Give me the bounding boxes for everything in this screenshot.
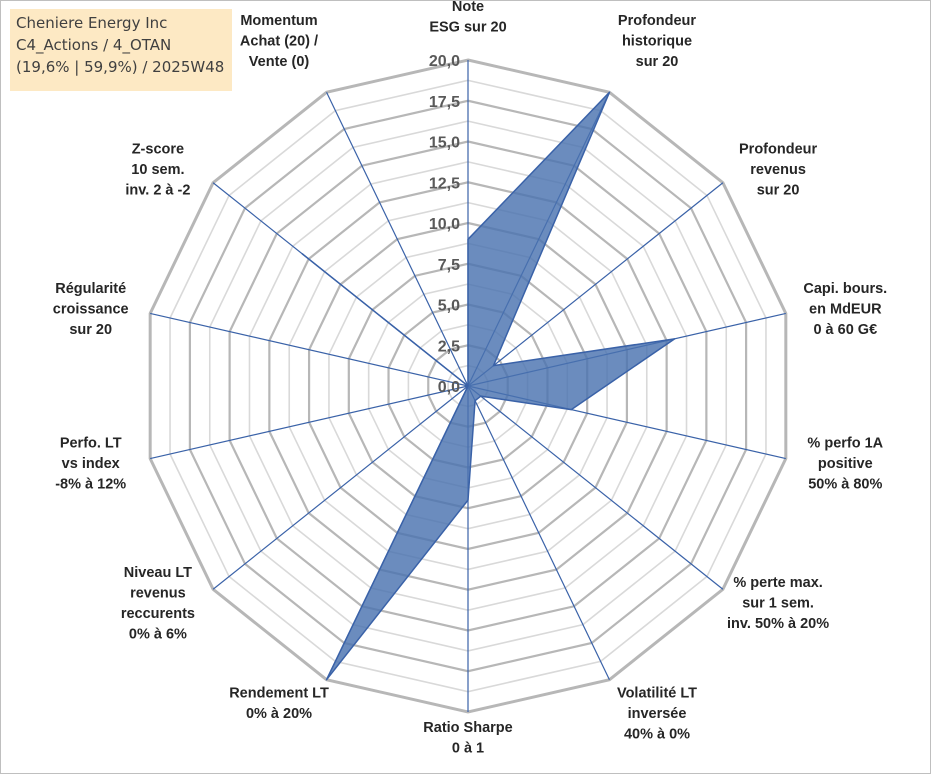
axis-label-line: sur 20 [757, 182, 800, 198]
axis-label-line: 50% à 80% [808, 477, 882, 493]
axis-label-line: revenus [130, 586, 186, 602]
axis-label-8: Rendement LT 0% à 20% [229, 686, 329, 723]
axis-spoke [467, 385, 610, 680]
axis-label-line: Capi. bours. [803, 281, 887, 297]
axis-label-line: Volatilité LT [617, 686, 697, 702]
company-name: Cheniere Energy Inc [16, 14, 168, 32]
axis-spoke [326, 92, 469, 387]
axis-label-7: Ratio Sharpe 0 à 1 [423, 720, 512, 757]
axis-label-line: ESG sur 20 [429, 20, 506, 36]
axis-label-line: inv. 2 à -2 [125, 182, 190, 198]
axis-label-line: Momentum [240, 13, 317, 29]
axis-label-line: -8% à 12% [55, 477, 126, 493]
axis-label-line: revenus [750, 162, 806, 178]
tick-label: 12,5 [429, 175, 460, 192]
axis-label-4: % perfo 1A positive 50% à 80% [807, 436, 883, 493]
axis-label-line: Perfo. LT [60, 436, 122, 452]
axis-label-line: Rendement LT [229, 686, 329, 702]
axis-label-line: % perte max. [733, 575, 822, 591]
axis-label-line: Achat (20) / [240, 34, 318, 50]
axis-label-line: croissance [53, 301, 129, 317]
axis-label-line: Note [452, 0, 484, 15]
axis-label-13: Momentum Achat (20) / Vente (0) [240, 13, 318, 70]
title-box: Cheniere Energy Inc C4_Actions / 4_OTAN … [10, 9, 232, 91]
axis-label-9: Niveau LT revenus reccurents 0% à 6% [121, 565, 195, 643]
axis-label-12: Z-score 10 sem. inv. 2 à -2 [125, 141, 190, 198]
axis-spoke [150, 312, 469, 387]
axis-label-5: % perte max. sur 1 sem. inv. 50% à 20% [727, 575, 829, 632]
axis-labels: Note ESG sur 20 Profondeur historique sur 20… [53, 0, 887, 757]
axis-label-line: 0% à 20% [246, 706, 312, 722]
axis-label-line: sur 20 [636, 54, 679, 70]
axis-label-line: sur 20 [69, 322, 112, 338]
tick-label: 7,5 [438, 257, 460, 274]
axis-label-line: Régularité [55, 281, 126, 297]
axis-label-2: Profondeur revenus sur 20 [739, 141, 817, 198]
axis-label-line: 0 à 60 G€ [813, 322, 877, 338]
axis-label-line: Niveau LT [124, 565, 192, 581]
tick-label: 20,0 [429, 53, 460, 70]
axis-label-line: 0% à 6% [129, 627, 187, 643]
tick-label: 15,0 [429, 135, 460, 152]
axis-label-line: reccurents [121, 606, 195, 622]
axis-spoke [150, 385, 469, 460]
axis-spoke [467, 182, 724, 387]
axis-label-line: Profondeur [618, 13, 696, 29]
axis-label-line: % perfo 1A [807, 436, 883, 452]
axis-label-6: Volatilité LT inversée 40% à 0% [617, 686, 697, 743]
axis-label-line: positive [818, 456, 873, 472]
series-area [301, 91, 676, 681]
axis-label-1: Profondeur historique sur 20 [618, 13, 696, 70]
axis-label-line: Ratio Sharpe [423, 720, 512, 736]
tick-label: 17,5 [429, 94, 460, 111]
axis-label-line: sur 1 sem. [742, 596, 814, 612]
period-stats: (19,6% | 59,9%) / 2025W48 [16, 58, 225, 76]
radial-tick-labels: 0,0 2,5 5,0 7,5 10,0 12,5 15,0 17,5 20,0 [429, 53, 460, 396]
axis-label-line: 10 sem. [131, 162, 184, 178]
axis-label-line: Vente (0) [249, 54, 310, 70]
tick-label: 10,0 [429, 216, 460, 233]
portfolio-tag: C4_Actions / 4_OTAN [16, 36, 172, 54]
axis-label-0: Note ESG sur 20 [429, 0, 506, 36]
axis-label-3: Capi. bours. en MdEUR 0 à 60 G€ [803, 281, 887, 338]
axis-label-line: 0 à 1 [452, 741, 484, 757]
tick-label: 5,0 [438, 298, 460, 315]
axis-label-line: inversée [628, 706, 687, 722]
axis-spoke [467, 385, 724, 590]
radar-series [301, 91, 676, 681]
axis-label-line: historique [622, 34, 692, 50]
axis-label-line: 40% à 0% [624, 727, 690, 743]
axis-spoke [212, 385, 469, 590]
tick-label: 0,0 [438, 379, 460, 396]
axis-label-line: vs index [62, 456, 120, 472]
axis-label-11: Régularité croissance sur 20 [53, 281, 129, 338]
axis-label-line: Z-score [132, 141, 184, 157]
axis-label-line: en MdEUR [809, 301, 882, 317]
axis-label-line: inv. 50% à 20% [727, 616, 829, 632]
axis-label-line: Profondeur [739, 141, 817, 157]
axis-label-10: Perfo. LT vs index -8% à 12% [55, 436, 126, 493]
tick-label: 2,5 [438, 338, 460, 355]
